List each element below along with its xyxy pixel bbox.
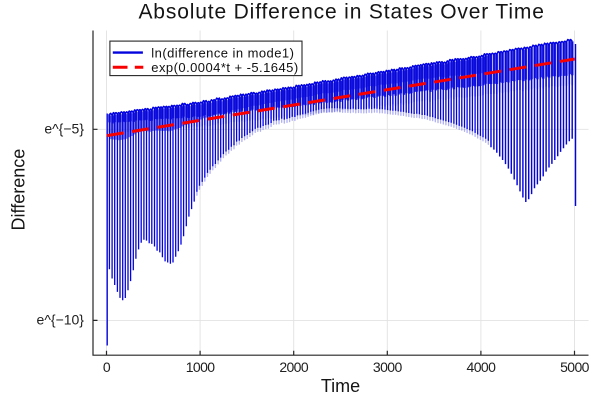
svg-text:e^{−5}: e^{−5}: [44, 121, 84, 137]
svg-text:exp(0.0004*t + -5.1645): exp(0.0004*t + -5.1645): [151, 60, 298, 75]
svg-text:2000: 2000: [279, 359, 309, 375]
svg-text:0: 0: [103, 359, 111, 375]
svg-text:Absolute Difference in States: Absolute Difference in States Over Time: [138, 1, 544, 24]
svg-text:e^{−10}: e^{−10}: [37, 312, 85, 328]
svg-text:Time: Time: [321, 376, 360, 396]
svg-text:5000: 5000: [560, 359, 590, 375]
svg-text:ln(difference in mode1): ln(difference in mode1): [151, 46, 294, 61]
svg-text:1000: 1000: [186, 359, 216, 375]
svg-text:3000: 3000: [373, 359, 403, 375]
svg-text:Difference: Difference: [8, 149, 28, 231]
svg-text:4000: 4000: [467, 359, 497, 375]
